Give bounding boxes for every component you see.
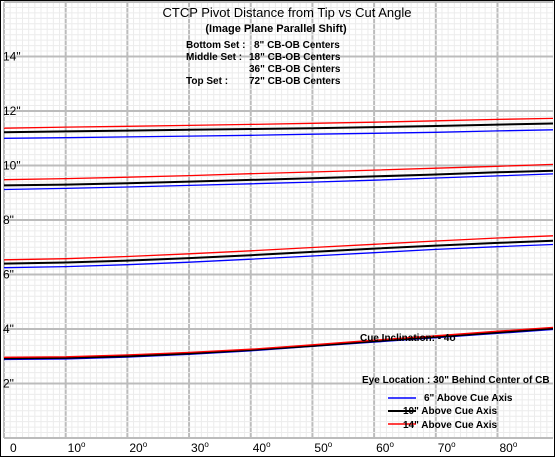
chart-subtitle: (Image Plane Parallel Shift) — [205, 23, 347, 35]
series-line-6in — [3, 173, 554, 191]
set-note-value: 36" CB-OB Centers — [249, 64, 341, 75]
y-tick-label: 12" — [3, 104, 21, 118]
x-tick-label: 40o — [253, 440, 271, 455]
x-tick-label: 50o — [314, 440, 332, 455]
y-tick-label: 10" — [3, 159, 21, 173]
legend-label: 14" Above Cue Axis — [403, 420, 497, 431]
y-tick-label: 8" — [3, 213, 14, 227]
set-note-value: 18" CB-OB Centers — [249, 52, 341, 63]
x-tick-label: 0 — [10, 441, 17, 455]
set-notes: Bottom Set : 8" CB-OB Centers Middle Set… — [186, 40, 341, 87]
y-tick-label: 2" — [3, 377, 14, 391]
series-lines — [3, 117, 554, 361]
series-line-10in — [3, 327, 554, 360]
series-line-10in — [3, 239, 554, 265]
x-tick-label: 80o — [499, 440, 517, 455]
series-line-14in — [3, 163, 554, 181]
series-line-6in — [3, 243, 554, 269]
set-note-label: Top Set : — [186, 76, 228, 87]
eye-location-note: Eye Location : 30" Behind Center of CB — [362, 375, 550, 386]
y-tick-label: 14" — [3, 50, 21, 64]
x-tick-label: 60o — [376, 440, 394, 455]
chart-title: CTCP Pivot Distance from Tip vs Cut Angl… — [162, 5, 411, 20]
x-tick-label: 30o — [191, 440, 209, 455]
grid-lines — [3, 1, 554, 439]
set-note-value: 8" CB-OB Centers — [254, 40, 340, 51]
series-line-6in — [3, 129, 554, 139]
series-line-10in — [3, 122, 554, 134]
legend-label: 6" Above Cue Axis — [424, 393, 513, 404]
series-line-14in — [3, 235, 554, 261]
cue-inclination-note: Cue Inclination: - 4o — [360, 333, 456, 344]
x-tick-label: 70o — [438, 440, 456, 455]
x-tick-label: 20o — [129, 440, 147, 455]
y-tick-label: 4" — [3, 322, 14, 336]
set-note-label: Bottom Set : — [186, 40, 245, 51]
series-line-14in — [3, 117, 554, 129]
tick-labels: 0 10o 20o 30o 40o 50o 60o 70o 80o 2" 4" 6" 8" 10" 12" 1… — [3, 50, 518, 456]
legend-label: 10" Above Cue Axis — [403, 406, 497, 417]
set-note-label: Middle Set : — [186, 52, 242, 63]
series-line-14in — [3, 326, 554, 358]
legend: 6" Above Cue Axis 10" Above Cue Axis 14"… — [388, 393, 513, 431]
set-note-value: 72" CB-OB Centers — [249, 76, 341, 87]
y-tick-label: 6" — [3, 268, 14, 282]
series-line-10in — [3, 169, 554, 187]
x-tick-label: 10o — [68, 440, 86, 455]
